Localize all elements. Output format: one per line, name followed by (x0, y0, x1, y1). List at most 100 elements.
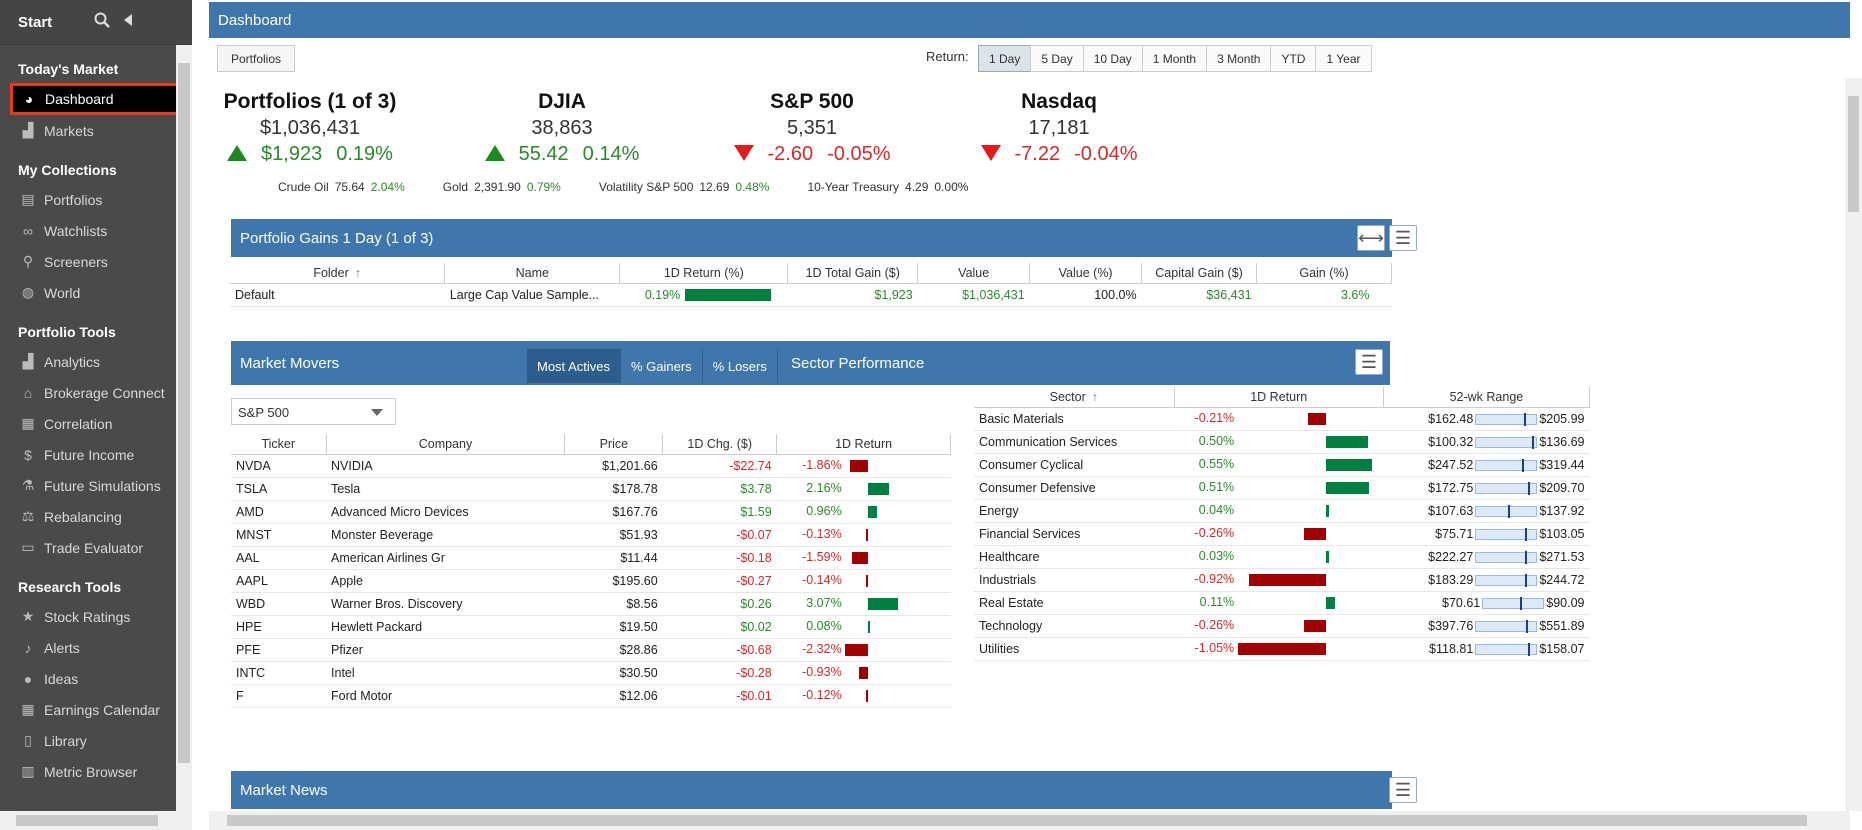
expand-icon[interactable]: ⟷ (1357, 225, 1385, 251)
table-row[interactable]: Healthcare 0.03% $222.27 $271.53 (974, 545, 1590, 569)
sidebar-item-stock-ratings[interactable]: ★ Stock Ratings (0, 601, 192, 632)
sidebar-item-markets[interactable]: ▟ Markets (0, 115, 192, 146)
index-select[interactable]: S&P 500 (231, 398, 396, 425)
column-header[interactable]: Value (%) (1029, 263, 1143, 284)
column-header[interactable]: 52-wk Range (1383, 387, 1591, 408)
column-header[interactable]: Ticker (231, 434, 327, 455)
table-row[interactable]: NVDA NVIDIA $1,201.66 -$22.74 -1.86% (231, 454, 951, 478)
collapse-arrow-icon[interactable] (124, 13, 132, 31)
sidebar-item-label: Screeners (44, 253, 108, 270)
table-row[interactable]: AAPL Apple $195.60 -$0.27 -0.14% (231, 569, 951, 593)
column-header[interactable]: Company (326, 434, 566, 455)
sidebar-item-alerts[interactable]: ♪ Alerts (0, 632, 192, 663)
index-change: 55.42 0.14% (432, 143, 692, 166)
sidebar-item-metric-browser[interactable]: ▥ Metric Browser (0, 756, 192, 787)
column-header[interactable]: Folder ↑ (230, 263, 446, 284)
range-high: $158.07 (1539, 641, 1585, 656)
index-summary-card[interactable]: Portfolios (1 of 3) $1,036,431 $1,923 0.19% (180, 90, 440, 166)
return-bar-track (846, 620, 900, 634)
sidebar-item-future-income[interactable]: $ Future Income (0, 439, 192, 470)
column-header[interactable]: 1D Chg. ($) (662, 434, 778, 455)
sidebar-item-label: Watchlists (44, 222, 108, 239)
portfolios-button[interactable]: Portfolios (217, 45, 295, 72)
column-header[interactable]: Gain (%) (1256, 263, 1392, 284)
column-header[interactable]: 1D Return (1174, 387, 1384, 408)
table-row[interactable]: Utilities -1.05% $118.81 $158.07 (974, 637, 1590, 661)
column-header[interactable]: 1D Return (776, 434, 951, 455)
period-button[interactable]: 3 Month (1206, 45, 1272, 72)
table-row[interactable]: WBD Warner Bros. Discovery $8.56 $0.26 3.07% (231, 592, 951, 616)
sidebar-item-correlation[interactable]: ▦ Correlation (0, 408, 192, 439)
sidebar-horizontal-scrollbar[interactable] (0, 811, 192, 830)
table-row[interactable]: Energy 0.04% $107.63 $137.92 (974, 499, 1590, 523)
sidebar-item-ideas[interactable]: ● Ideas (0, 663, 192, 694)
table-row[interactable]: PFE Pfizer $28.86 -$0.68 -2.32% (231, 638, 951, 662)
table-row[interactable]: Consumer Cyclical 0.55% $247.52 $319.44 (974, 453, 1590, 477)
index-value: $1,036,431 (259, 117, 361, 139)
table-row[interactable]: F Ford Motor $12.06 -$0.01 -0.12% (231, 684, 951, 708)
table-row[interactable]: AAL American Airlines Gr $11.44 -$0.18 -1.59… (231, 546, 951, 570)
table-row[interactable]: Default Large Cap Value Sample... 0.19% $1,… (230, 283, 1392, 307)
period-button[interactable]: 1 Year (1315, 45, 1372, 72)
return-bar-track (846, 459, 900, 473)
return-value: 0.50% (1198, 434, 1235, 449)
sidebar-item-earnings-calendar[interactable]: ▦ Earnings Calendar (0, 694, 192, 725)
movers-tab[interactable]: % Losers (703, 349, 778, 383)
period-button[interactable]: 10 Day (1082, 45, 1143, 72)
sidebar-item-dashboard[interactable]: ◕ Dashboard (10, 83, 186, 115)
column-header[interactable]: Value (917, 263, 1031, 284)
sidebar-scrollbar[interactable] (176, 45, 192, 811)
sidebar-item-rebalancing[interactable]: ⚖ Rebalancing (0, 501, 192, 532)
horizontal-scrollbar[interactable] (209, 811, 1850, 830)
return-value: 0.04% (1198, 503, 1235, 518)
return-value: -0.26% (1194, 526, 1235, 541)
table-row[interactable]: TSLA Tesla $178.78 $3.78 2.16% (231, 477, 951, 501)
column-header[interactable]: Capital Gain ($) (1141, 263, 1258, 284)
search-icon[interactable] (94, 12, 110, 33)
sidebar-item-brokerage-connect[interactable]: ⌂ Brokerage Connect (0, 377, 192, 408)
table-row[interactable]: Technology -0.26% $397.76 $551.89 (974, 614, 1590, 638)
column-header[interactable]: Sector ↑ (974, 387, 1175, 408)
period-button[interactable]: YTD (1270, 45, 1317, 72)
table-row[interactable]: Basic Materials -0.21% $162.48 $205.99 (974, 407, 1590, 431)
sidebar-item-world[interactable]: ◍ World (0, 277, 192, 308)
table-row[interactable]: Consumer Defensive 0.51% $172.75 $209.70 (974, 476, 1590, 500)
column-header-label: Capital Gain ($) (1155, 265, 1243, 280)
sidebar-item-future-simulations[interactable]: ⚗ Future Simulations (0, 470, 192, 501)
table-row[interactable]: MNST Monster Beverage $51.93 -$0.07 -0.13% (231, 523, 951, 547)
menu-icon[interactable]: ☰ (1389, 225, 1417, 251)
table-row[interactable]: Communication Services 0.50% $100.32 $136.6… (974, 430, 1590, 454)
table-row[interactable]: INTC Intel $30.50 -$0.28 -0.93% (231, 661, 951, 685)
sidebar-item-library[interactable]: ▯ Library (0, 725, 192, 756)
column-header[interactable]: Name (444, 263, 621, 284)
menu-icon[interactable]: ☰ (1355, 349, 1383, 375)
return-bar-track (1238, 550, 1378, 564)
sidebar-item-portfolios[interactable]: ▤ Portfolios (0, 184, 192, 215)
sidebar-item-watchlists[interactable]: ∞ Watchlists (0, 215, 192, 246)
movers-tab[interactable]: % Gainers (621, 349, 703, 383)
sidebar-item-trade-evaluator[interactable]: ▭ Trade Evaluator (0, 532, 192, 563)
table-row[interactable]: Industrials -0.92% $183.29 $244.72 (974, 568, 1590, 592)
sidebar-title[interactable]: Start (18, 13, 53, 31)
period-button[interactable]: 1 Month (1141, 45, 1208, 72)
table-row[interactable]: Real Estate 0.11% $70.61 $90.09 (974, 591, 1590, 615)
index-summary-card[interactable]: S&P 500 5,351 -2.60 -0.05% (682, 90, 942, 166)
movers-tab[interactable]: Most Actives (527, 349, 621, 383)
table-row[interactable]: Financial Services -0.26% $75.71 $103.05 (974, 522, 1590, 546)
table-row[interactable]: HPE Hewlett Packard $19.50 $0.02 0.08% (231, 615, 951, 639)
period-button[interactable]: 5 Day (1030, 45, 1084, 72)
portfolio-gains-header: Portfolio Gains 1 Day (1 of 3) ⟷ ☰ (231, 219, 1417, 257)
change-cell: -$0.18 (662, 546, 777, 570)
vertical-scrollbar[interactable] (1845, 78, 1862, 811)
sidebar-item-analytics[interactable]: ▟ Analytics (0, 346, 192, 377)
period-button[interactable]: 1 Day (978, 45, 1032, 72)
index-summary-card[interactable]: Nasdaq 17,181 -7.22 -0.04% (929, 90, 1189, 166)
book-icon: ▯ (24, 732, 32, 748)
column-header[interactable]: 1D Total Gain ($) (787, 263, 919, 284)
sidebar-item-screeners[interactable]: ⚲ Screeners (0, 246, 192, 277)
column-header[interactable]: 1D Return (%) (619, 263, 789, 284)
column-header[interactable]: Price (564, 434, 664, 455)
table-row[interactable]: AMD Advanced Micro Devices $167.76 $1.59 0.9… (231, 500, 951, 524)
index-summary-card[interactable]: DJIA 38,863 55.42 0.14% (432, 90, 692, 166)
menu-icon[interactable]: ☰ (1389, 777, 1417, 803)
